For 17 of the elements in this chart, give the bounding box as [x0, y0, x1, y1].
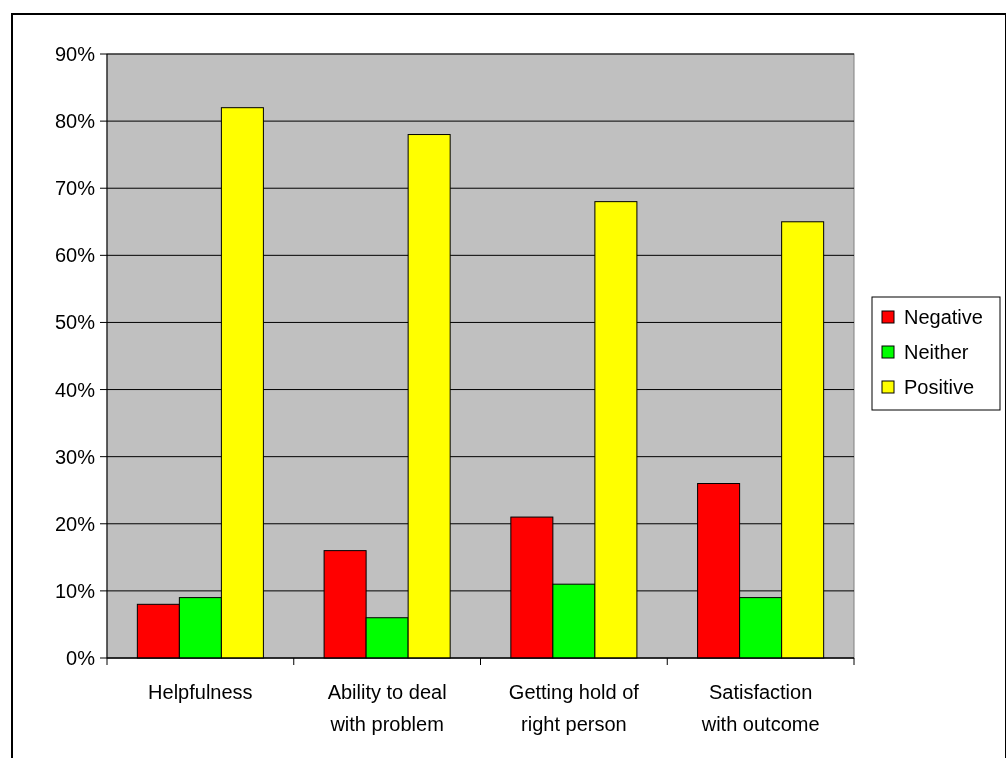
y-tick-label: 60%: [54, 244, 96, 267]
x-tick-label: Ability to deal with problem: [327, 681, 447, 735]
y-tick-label: 80%: [54, 110, 96, 133]
y-tick-label: 70%: [54, 177, 96, 200]
y-tick-label: 20%: [54, 512, 96, 535]
legend-label: Neither: [904, 341, 969, 363]
legend-label: Negative: [904, 306, 983, 328]
y-tick-label: 50%: [54, 311, 96, 334]
legend-label: Positive: [904, 376, 975, 398]
y-tick-label: 10%: [54, 579, 96, 602]
x-tick-label: Satisfaction with outcome: [700, 681, 820, 735]
y-tick-label: 30%: [54, 445, 96, 468]
y-tick-label: 40%: [54, 378, 96, 401]
x-tick-label: Helpfulness: [148, 681, 253, 703]
x-tick-label: Getting hold of right person: [508, 681, 640, 735]
y-tick-label: 0%: [66, 647, 96, 669]
y-tick-label: 90%: [54, 43, 96, 65]
